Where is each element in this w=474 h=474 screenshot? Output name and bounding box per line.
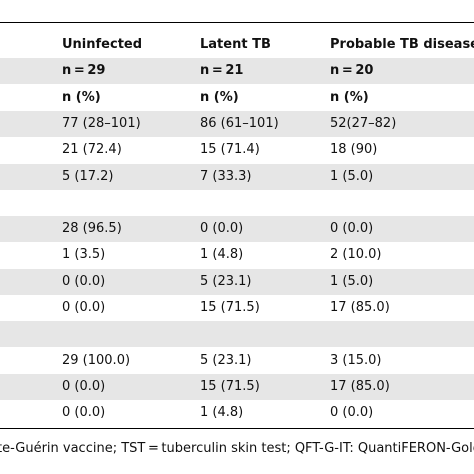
table-cell: 21 (72.4) <box>62 142 122 158</box>
table-cell: 15 (71.5) <box>200 378 260 394</box>
table-row: n (%) n (%) n (%) <box>0 85 474 111</box>
table-cell: 0 (0.0) <box>62 378 106 394</box>
table-cell: 5 (23.1) <box>200 273 252 289</box>
top-rule <box>0 22 474 23</box>
table-cell: 28 (96.5) <box>62 221 122 237</box>
table-cell: 77 (28–101) <box>62 115 141 131</box>
table-row: 0 (0.0) 15 (71.5) 17 (85.0) <box>0 373 474 400</box>
table-cell: 0 (0.0) <box>62 405 106 421</box>
table-cell: 1 (4.8) <box>200 405 244 421</box>
table-cell: 1 (4.8) <box>200 247 244 263</box>
table-cell: 29 (100.0) <box>62 352 131 368</box>
table-cell: n (%) <box>200 89 239 105</box>
table-cell: 5 (17.2) <box>62 168 114 184</box>
table-cell: n = 20 <box>330 63 374 79</box>
table-cell: 17 (85.0) <box>330 300 390 315</box>
table-row: n = 29 n = 21 n = 20 <box>0 58 474 85</box>
table-cell: 52(27–82) <box>330 115 397 131</box>
table-cell: 18 (90) <box>330 142 378 158</box>
table-row: Uninfected Latent TB Probable TB disease <box>0 32 474 58</box>
table-row: 77 (28–101) 86 (61–101) 52(27–82) <box>0 110 474 137</box>
table-cell: n (%) <box>330 89 369 105</box>
table-row: 0 (0.0) 15 (71.5) 17 (85.0) <box>0 295 474 321</box>
table-cell: 7 (33.3) <box>200 168 252 184</box>
table-cell: 0 (0.0) <box>200 221 244 237</box>
footnote: te-Guérin vaccine; TST = tuberculin skin… <box>0 441 474 456</box>
table-cell: n = 29 <box>62 63 106 79</box>
table-row: 0 (0.0) 1 (4.8) 0 (0.0) <box>0 400 474 426</box>
table-cell: 0 (0.0) <box>330 405 374 421</box>
table-cell: Probable TB disease <box>330 37 474 52</box>
table-cell: 15 (71.4) <box>200 142 260 158</box>
table-cell: n (%) <box>62 89 101 105</box>
table-row: 28 (96.5) 0 (0.0) 0 (0.0) <box>0 216 474 243</box>
table-cell: n = 21 <box>200 63 244 79</box>
table-cell: Latent TB <box>200 37 271 52</box>
table-cell: 2 (10.0) <box>330 247 382 263</box>
table-row: 5 (17.2) 7 (33.3) 1 (5.0) <box>0 163 474 190</box>
table-row: 29 (100.0) 5 (23.1) 3 (15.0) <box>0 348 474 374</box>
table-cell: 0 (0.0) <box>330 221 374 237</box>
table-row <box>0 321 474 348</box>
table-cell: 15 (71.5) <box>200 300 260 315</box>
table-row: 21 (72.4) 15 (71.4) 18 (90) <box>0 137 474 163</box>
table-row <box>0 190 474 216</box>
table-row: 1 (3.5) 1 (4.8) 2 (10.0) <box>0 242 474 268</box>
table-cell: 1 (5.0) <box>330 168 374 184</box>
table-cell: 1 (3.5) <box>62 247 106 263</box>
table-row: 0 (0.0) 5 (23.1) 1 (5.0) <box>0 268 474 295</box>
table-cell: 17 (85.0) <box>330 378 390 394</box>
table-cell: 0 (0.0) <box>62 300 106 315</box>
table-cell: 3 (15.0) <box>330 352 382 368</box>
table-cell: 0 (0.0) <box>62 273 106 289</box>
table-cell: 5 (23.1) <box>200 352 252 368</box>
table-cell: 1 (5.0) <box>330 273 374 289</box>
table-cell: Uninfected <box>62 37 143 52</box>
table-cell: 86 (61–101) <box>200 115 279 131</box>
bottom-rule <box>0 428 474 429</box>
